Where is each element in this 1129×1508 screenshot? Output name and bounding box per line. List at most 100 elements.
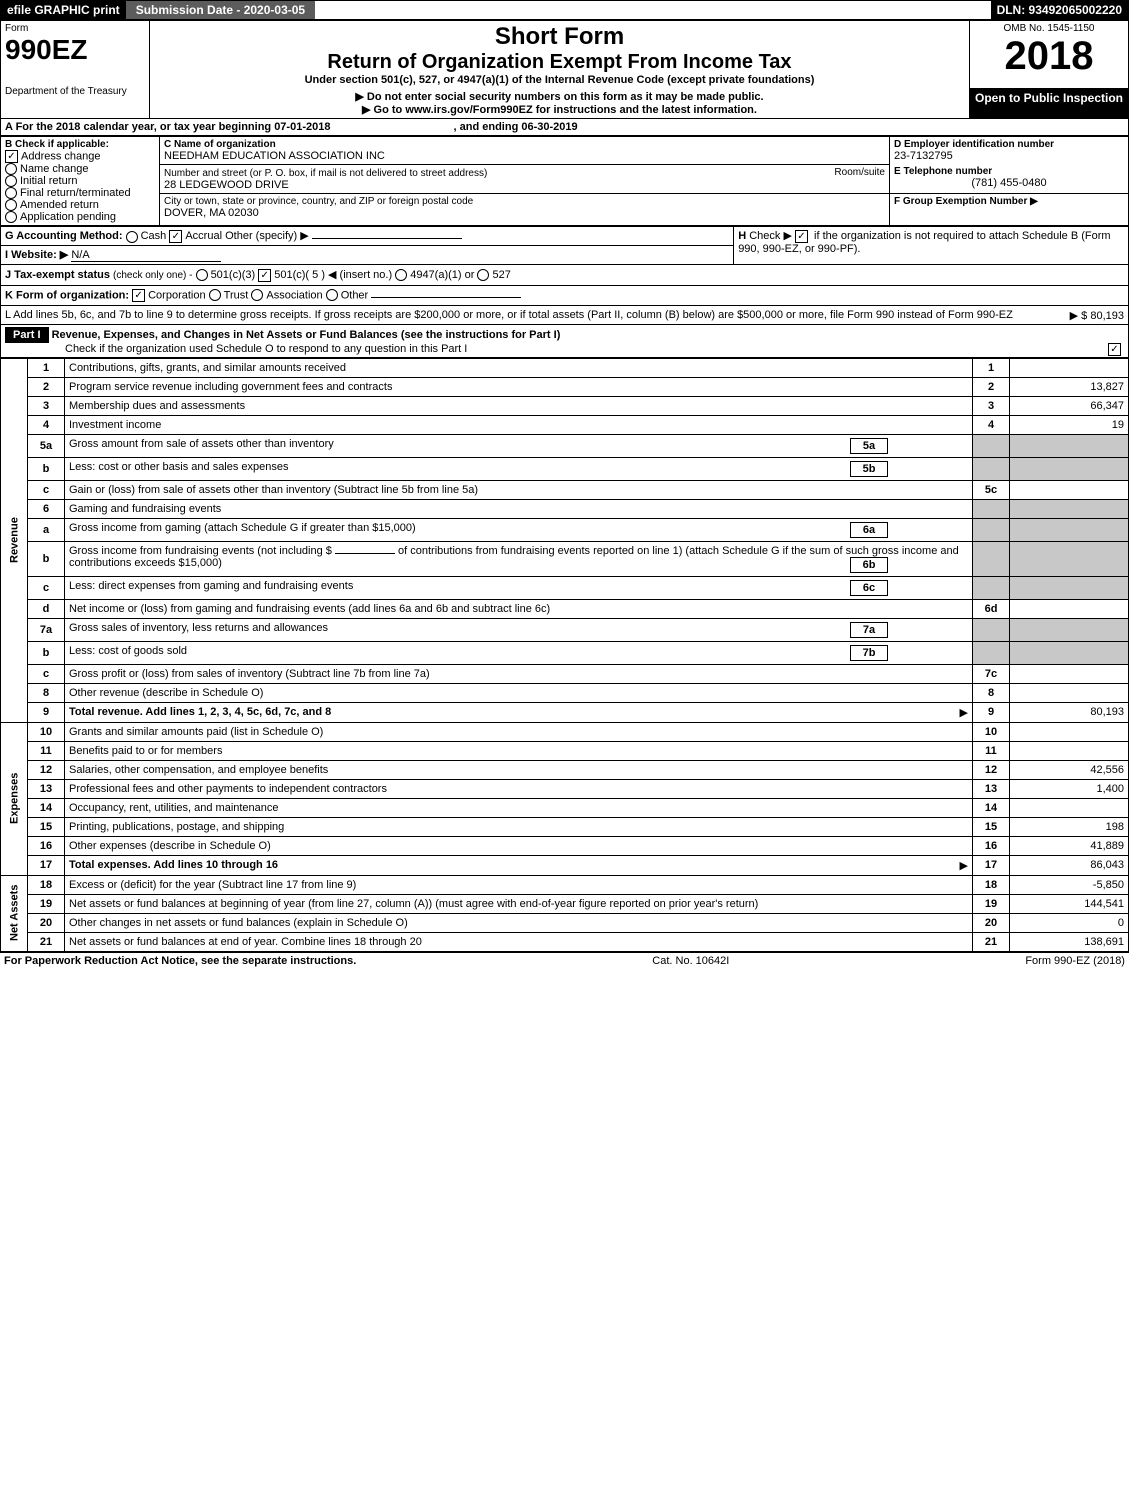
l6b-desc1: Gross income from fundraising events (no…: [69, 545, 332, 557]
accrual-label: Accrual: [185, 230, 222, 242]
l19-desc: Net assets or fund balances at beginning…: [65, 894, 973, 913]
checkbox-initial-return[interactable]: [5, 175, 17, 187]
checkbox-amended[interactable]: [5, 199, 17, 211]
g-label: G Accounting Method:: [5, 230, 123, 242]
footer: For Paperwork Reduction Act Notice, see …: [0, 952, 1129, 969]
l5c-desc: Gain or (loss) from sale of assets other…: [65, 480, 973, 499]
footer-left: For Paperwork Reduction Act Notice, see …: [4, 955, 356, 967]
l5b-desc: Less: cost or other basis and sales expe…: [69, 461, 289, 473]
checkbox-address-change[interactable]: [5, 150, 18, 163]
gh-row: G Accounting Method: Cash Accrual Other …: [0, 226, 1129, 265]
k-label: K Form of organization:: [5, 289, 129, 301]
l6a-ibox: 6a: [850, 522, 888, 538]
efile-label: efile GRAPHIC print: [1, 1, 126, 19]
l10-val: [1010, 722, 1129, 741]
l4-box: 4: [973, 415, 1010, 434]
l-text: L Add lines 5b, 6c, and 7b to line 9 to …: [5, 309, 1013, 321]
l21-desc: Net assets or fund balances at end of ye…: [65, 932, 973, 951]
k-other-line[interactable]: [371, 297, 521, 298]
j-opt3: 4947(a)(1) or: [410, 269, 474, 281]
checkbox-name-change[interactable]: [5, 163, 17, 175]
i-label: I Website: ▶: [5, 249, 68, 261]
l18-desc: Excess or (deficit) for the year (Subtra…: [65, 875, 973, 894]
l9-desc: Total revenue. Add lines 1, 2, 3, 4, 5c,…: [69, 706, 331, 718]
l6c-num: c: [28, 576, 65, 599]
l5b-num: b: [28, 457, 65, 480]
checkbox-schedule-o[interactable]: [1108, 343, 1121, 356]
l5a-shade-val: [1010, 434, 1129, 457]
l15-num: 15: [28, 817, 65, 836]
l2-val: 13,827: [1010, 377, 1129, 396]
revenue-label: Revenue: [1, 358, 28, 722]
checkbox-app-pending[interactable]: [5, 211, 17, 223]
l2-box: 2: [973, 377, 1010, 396]
l16-num: 16: [28, 836, 65, 855]
other-specify-line[interactable]: [312, 238, 462, 239]
l6b-shade-val: [1010, 541, 1129, 576]
l6d-val: [1010, 599, 1129, 618]
room-label: Room/suite: [834, 167, 885, 178]
l13-num: 13: [28, 779, 65, 798]
l20-box: 20: [973, 913, 1010, 932]
l6-num: 6: [28, 499, 65, 518]
l6b-num: b: [28, 541, 65, 576]
name-change-label: Name change: [20, 163, 89, 175]
l17-val: 86,043: [1010, 855, 1129, 875]
l11-desc: Benefits paid to or for members: [65, 741, 973, 760]
radio-501c3[interactable]: [196, 269, 208, 281]
c-name-label: C Name of organization: [164, 139, 885, 150]
radio-cash[interactable]: [126, 231, 138, 243]
footer-right: Form 990-EZ (2018): [1025, 955, 1125, 967]
checkbox-accrual[interactable]: [169, 230, 182, 243]
checkbox-h[interactable]: [795, 230, 808, 243]
lines-table: Revenue 1 Contributions, gifts, grants, …: [0, 358, 1129, 952]
radio-other[interactable]: [326, 289, 338, 301]
checkbox-501c[interactable]: [258, 269, 271, 282]
l5a-shade: [973, 434, 1010, 457]
l14-desc: Occupancy, rent, utilities, and maintena…: [65, 798, 973, 817]
radio-527[interactable]: [477, 269, 489, 281]
l13-val: 1,400: [1010, 779, 1129, 798]
l7a-shade-val: [1010, 618, 1129, 641]
l13-desc: Professional fees and other payments to …: [65, 779, 973, 798]
l1-num: 1: [28, 358, 65, 377]
l3-desc: Membership dues and assessments: [65, 396, 973, 415]
l6-desc: Gaming and fundraising events: [65, 499, 973, 518]
c-city-label: City or town, state or province, country…: [164, 196, 885, 207]
checkbox-final-return[interactable]: [5, 187, 17, 199]
radio-4947[interactable]: [395, 269, 407, 281]
l18-val: -5,850: [1010, 875, 1129, 894]
l17-num: 17: [28, 855, 65, 875]
l6-shade-val: [1010, 499, 1129, 518]
l5c-num: c: [28, 480, 65, 499]
l7c-desc: Gross profit or (loss) from sales of inv…: [65, 664, 973, 683]
l5c-box: 5c: [973, 480, 1010, 499]
top-bar: efile GRAPHIC print Submission Date - 20…: [0, 0, 1129, 20]
j-opt2: 501(c)( 5 ) ◀ (insert no.): [274, 269, 392, 281]
final-return-label: Final return/terminated: [20, 187, 131, 199]
other-label: Other (specify) ▶: [225, 230, 309, 242]
l21-num: 21: [28, 932, 65, 951]
l3-num: 3: [28, 396, 65, 415]
part1-title: Revenue, Expenses, and Changes in Net As…: [52, 329, 561, 341]
address-value: 28 LEDGEWOOD DRIVE: [164, 179, 885, 191]
l-amount: ▶ $ 80,193: [1070, 309, 1124, 322]
checkbox-corp[interactable]: [132, 289, 145, 302]
l4-num: 4: [28, 415, 65, 434]
radio-trust[interactable]: [209, 289, 221, 301]
footer-mid: Cat. No. 10642I: [652, 955, 729, 967]
l8-desc: Other revenue (describe in Schedule O): [65, 683, 973, 702]
address-change-label: Address change: [21, 150, 101, 162]
c-addr-label: Number and street (or P. O. box, if mail…: [164, 168, 487, 179]
l9-val: 80,193: [1010, 702, 1129, 722]
tax-year: 2018: [974, 34, 1124, 79]
e-label: E Telephone number: [894, 166, 1124, 177]
l6d-box: 6d: [973, 599, 1010, 618]
radio-assoc[interactable]: [251, 289, 263, 301]
l6-shade: [973, 499, 1010, 518]
l7b-desc: Less: cost of goods sold: [69, 645, 187, 657]
l14-num: 14: [28, 798, 65, 817]
l8-num: 8: [28, 683, 65, 702]
h-label: H: [738, 230, 746, 242]
l6b-blank[interactable]: [335, 553, 395, 554]
